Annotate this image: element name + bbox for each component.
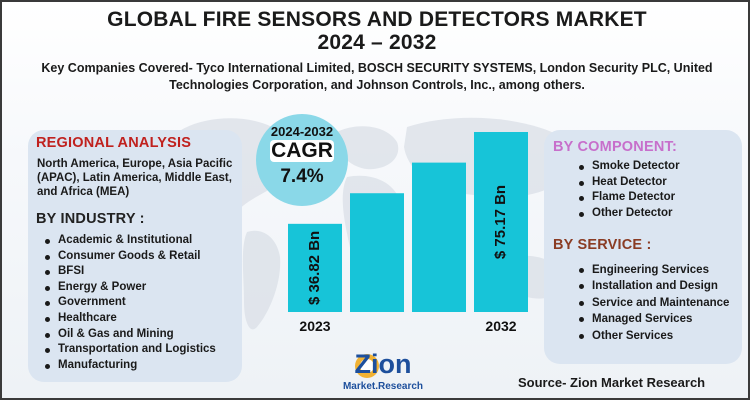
cagr-years: 2024-2032 bbox=[270, 124, 334, 139]
bar-2023 bbox=[288, 223, 342, 312]
source-text: Source- Zion Market Research bbox=[518, 375, 706, 390]
list-item: Oil & Gas and Mining bbox=[42, 327, 242, 343]
regional-analysis-heading: REGIONAL ANALYSIS bbox=[36, 135, 192, 151]
x-tick-label: 2023 bbox=[299, 318, 331, 334]
list-item: Transportation and Logistics bbox=[42, 342, 242, 358]
list-item: Academic & Institutional bbox=[42, 233, 242, 249]
page-title: GLOBAL FIRE SENSORS AND DETECTORS MARKET… bbox=[2, 8, 748, 54]
zion-logo: Zion Market.Research bbox=[343, 349, 423, 392]
list-item: BFSI bbox=[42, 264, 242, 280]
service-list: Engineering Services Installation and De… bbox=[576, 262, 738, 344]
list-item: Energy & Power bbox=[42, 280, 242, 296]
list-item: Government bbox=[42, 295, 242, 311]
cagr-label: CAGR bbox=[270, 139, 334, 162]
cagr-value: 7.4% bbox=[280, 166, 324, 187]
component-list: Smoke Detector Heat Detector Flame Detec… bbox=[576, 159, 741, 221]
title-line-2: 2024 – 2032 bbox=[317, 31, 437, 54]
by-service-heading: BY SERVICE : bbox=[553, 237, 652, 253]
list-item: Manufacturing bbox=[42, 358, 242, 374]
by-industry-heading: BY INDUSTRY : bbox=[36, 211, 145, 227]
bar-data-label: $ 75.17 Bn bbox=[492, 185, 509, 259]
list-item: Service and Maintenance bbox=[576, 295, 738, 311]
cagr-bubble: 2024-2032 CAGR 7.4% bbox=[256, 114, 348, 206]
bar-data-label: $ 36.82 Bn bbox=[306, 231, 323, 305]
bar-2032 bbox=[474, 132, 528, 312]
regional-analysis-text: North America, Europe, Asia Pacific (APA… bbox=[37, 158, 233, 198]
industry-list: Academic & Institutional Consumer Goods … bbox=[42, 233, 242, 373]
svg-text:Zion: Zion bbox=[355, 349, 412, 379]
list-item: Heat Detector bbox=[576, 175, 741, 191]
x-tick-label: 2032 bbox=[485, 318, 517, 334]
list-item: Consumer Goods & Retail bbox=[42, 249, 242, 265]
list-item: Other Detector bbox=[576, 206, 741, 222]
svg-text:Market.Research: Market.Research bbox=[343, 381, 423, 392]
list-item: Engineering Services bbox=[576, 262, 738, 278]
market-bar-chart: $ 36.82 Bn $ 75.17 Bn bbox=[288, 132, 528, 312]
list-item: Installation and Design bbox=[576, 278, 738, 294]
list-item: Managed Services bbox=[576, 311, 738, 327]
key-companies-text: Key Companies Covered- Tyco Internationa… bbox=[41, 61, 713, 92]
list-item: Other Services bbox=[576, 328, 738, 344]
list-item: Flame Detector bbox=[576, 190, 741, 206]
bar-unlabeled-1 bbox=[350, 193, 404, 312]
right-panel bbox=[544, 130, 742, 364]
list-item: Healthcare bbox=[42, 311, 242, 327]
left-panel bbox=[28, 130, 242, 382]
title-line-1: GLOBAL FIRE SENSORS AND DETECTORS MARKET bbox=[107, 8, 647, 31]
bar-unlabeled-2 bbox=[412, 162, 466, 312]
list-item: Smoke Detector bbox=[576, 159, 741, 175]
by-component-heading: BY COMPONENT: bbox=[553, 139, 677, 155]
